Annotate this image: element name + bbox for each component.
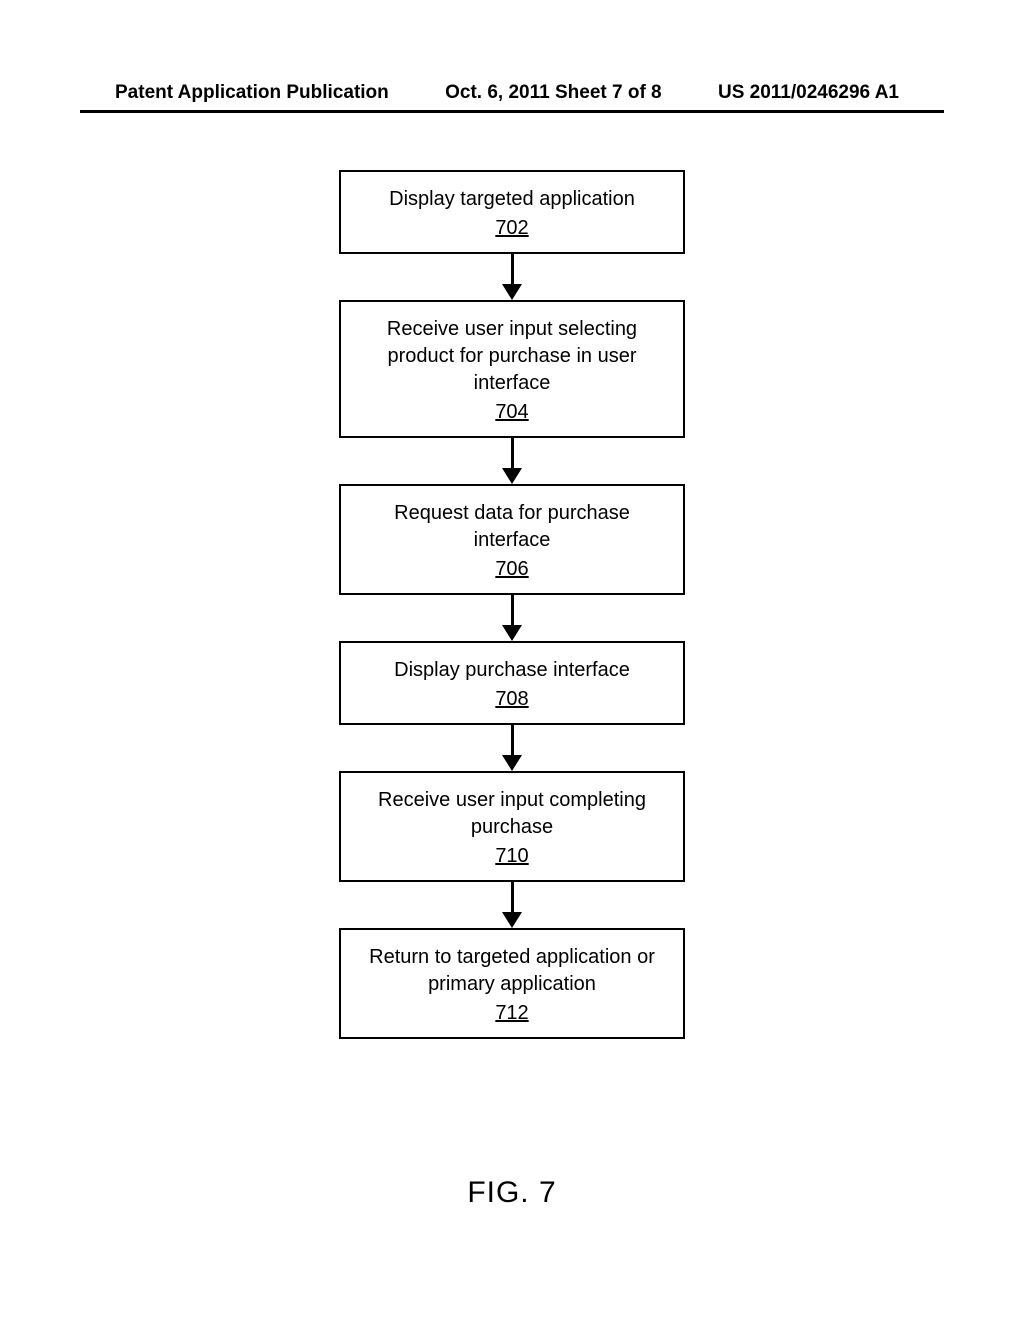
flow-node-text: Request data for purchase interface <box>359 500 665 554</box>
flow-node-ref: 706 <box>495 556 528 583</box>
flowchart: Display targeted application702 Receive u… <box>0 170 1024 1039</box>
flow-node-702: Display targeted application702 <box>339 170 685 254</box>
flow-node-ref: 704 <box>495 399 528 426</box>
flow-node-704: Receive user input selecting product for… <box>339 300 685 438</box>
flow-arrow <box>502 595 522 641</box>
header-left: Patent Application Publication <box>115 82 389 104</box>
flow-node-ref: 710 <box>495 843 528 870</box>
header-right: US 2011/0246296 A1 <box>718 82 899 104</box>
flow-node-710: Receive user input completing purchase71… <box>339 771 685 882</box>
flow-arrow <box>502 254 522 300</box>
flow-node-text: Receive user input selecting product for… <box>359 316 665 397</box>
flow-node-text: Display targeted application <box>359 186 665 213</box>
flow-node-text: Display purchase interface <box>359 657 665 684</box>
figure-label: FIG. 7 <box>0 1176 1024 1210</box>
header-divider <box>80 110 944 113</box>
flow-node-ref: 702 <box>495 215 528 242</box>
flow-node-text: Return to targeted application or primar… <box>359 944 665 998</box>
flow-node-text: Receive user input completing purchase <box>359 787 665 841</box>
flow-arrow <box>502 882 522 928</box>
flow-node-ref: 708 <box>495 686 528 713</box>
page-header: Patent Application Publication Oct. 6, 2… <box>0 82 1024 104</box>
flow-arrow <box>502 725 522 771</box>
header-center: Oct. 6, 2011 Sheet 7 of 8 <box>445 82 662 104</box>
flow-node-708: Display purchase interface708 <box>339 641 685 725</box>
flow-node-706: Request data for purchase interface706 <box>339 484 685 595</box>
flow-node-712: Return to targeted application or primar… <box>339 928 685 1039</box>
flow-node-ref: 712 <box>495 1000 528 1027</box>
flow-arrow <box>502 438 522 484</box>
